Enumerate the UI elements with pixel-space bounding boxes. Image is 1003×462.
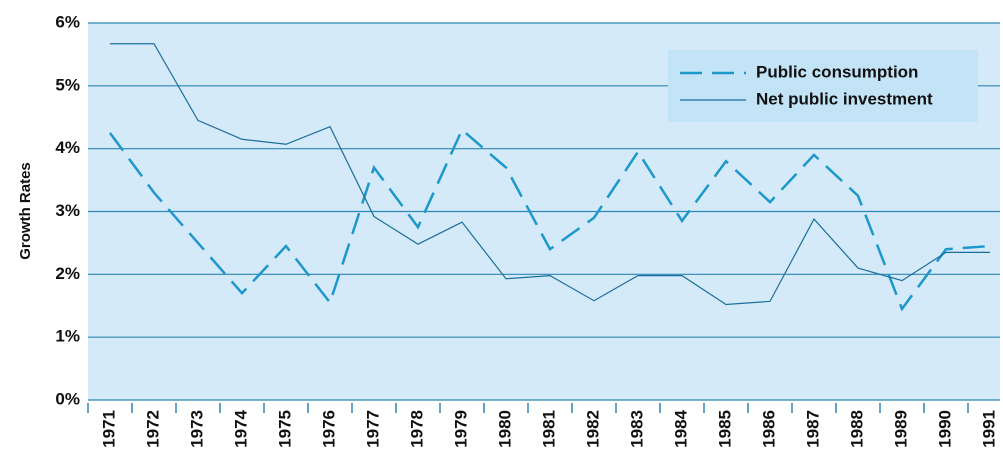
y-tick-label: 3% — [55, 201, 80, 220]
x-tick-label: 1984 — [671, 409, 690, 447]
series-line — [108, 127, 991, 312]
y-tick-label: 0% — [55, 389, 80, 408]
x-tick-label: 1991 — [979, 410, 998, 448]
y-axis-label: Growth Rates — [17, 162, 34, 260]
x-tick-label: 1972 — [143, 410, 162, 448]
legend-label: Public consumption — [756, 62, 918, 81]
x-tick-label: 1980 — [495, 410, 514, 448]
x-tick-label: 1985 — [715, 410, 734, 448]
y-tick-label: 6% — [55, 12, 80, 31]
x-tick-label: 1978 — [407, 410, 426, 448]
x-tick-label: 1973 — [187, 410, 206, 448]
x-tick-label: 1987 — [803, 410, 822, 448]
x-tick-label: 1982 — [583, 410, 602, 448]
legend-label: Net public investment — [756, 89, 933, 108]
y-tick-label: 4% — [55, 138, 80, 157]
x-tick-label: 1974 — [231, 409, 250, 447]
x-tick-label: 1989 — [891, 410, 910, 448]
x-tick-label: 1983 — [627, 410, 646, 448]
x-tick-label: 1975 — [275, 410, 294, 448]
x-tick-label: 1986 — [759, 410, 778, 448]
y-tick-label: 5% — [55, 75, 80, 94]
legend-box — [668, 50, 978, 122]
x-tick-label: 1976 — [319, 410, 338, 448]
x-tick-label: 1990 — [935, 410, 954, 448]
x-tick-label: 1979 — [451, 410, 470, 448]
series-line — [110, 43, 990, 306]
x-tick-label: 1981 — [539, 410, 558, 448]
y-tick-label: 1% — [55, 327, 80, 346]
x-tick-label: 1988 — [847, 410, 866, 448]
y-tick-label: 2% — [55, 264, 80, 283]
x-tick-label: 1971 — [99, 410, 118, 448]
x-tick-label: 1977 — [363, 410, 382, 448]
